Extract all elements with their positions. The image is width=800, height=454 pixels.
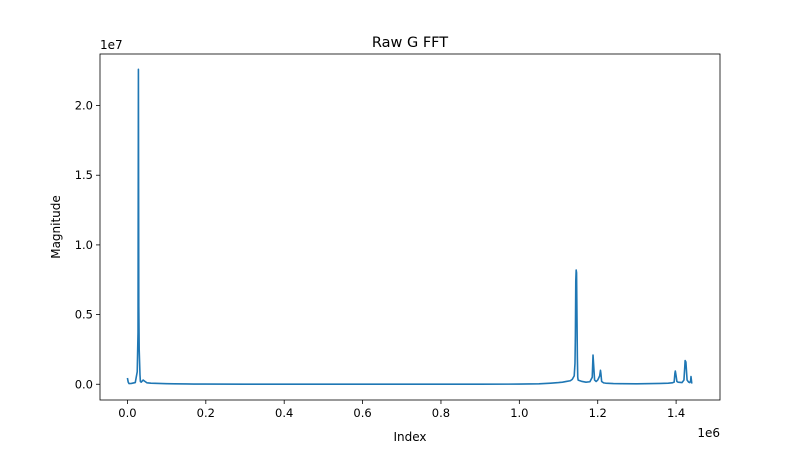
y-tick-label: 0.5 [75, 308, 93, 322]
x-tick-label: 0.0 [118, 406, 136, 420]
y-axis-label: Magnitude [49, 195, 63, 259]
x-axis-label: Index [393, 430, 426, 444]
x-tick-label: 1.2 [589, 406, 607, 420]
x-offset-label: 1e6 [697, 426, 720, 440]
y-tick-label: 1.0 [75, 238, 93, 252]
x-tick-label: 0.6 [353, 406, 371, 420]
series-layer [126, 68, 693, 385]
y-axis-ticks: 0.0 0.5 1.0 1.5 2.0 [75, 99, 100, 391]
plot-area [100, 54, 720, 400]
series-line-0 [126, 68, 693, 385]
x-axis-ticks: 0.0 0.2 0.4 0.6 0.8 1.0 1.2 1.4 [118, 400, 685, 420]
x-tick-label: 1.0 [510, 406, 528, 420]
y-tick-label: 1.5 [75, 168, 93, 182]
y-tick-label: 0.0 [75, 377, 93, 391]
plot-frame [99, 53, 721, 401]
x-tick-label: 0.8 [432, 406, 450, 420]
x-tick-label: 0.4 [275, 406, 293, 420]
y-offset-label: 1e7 [100, 38, 123, 52]
y-tick-label: 2.0 [75, 99, 93, 113]
chart-title: Raw G FFT [372, 35, 448, 51]
x-tick-label: 0.2 [197, 406, 215, 420]
x-tick-label: 1.4 [667, 406, 685, 420]
